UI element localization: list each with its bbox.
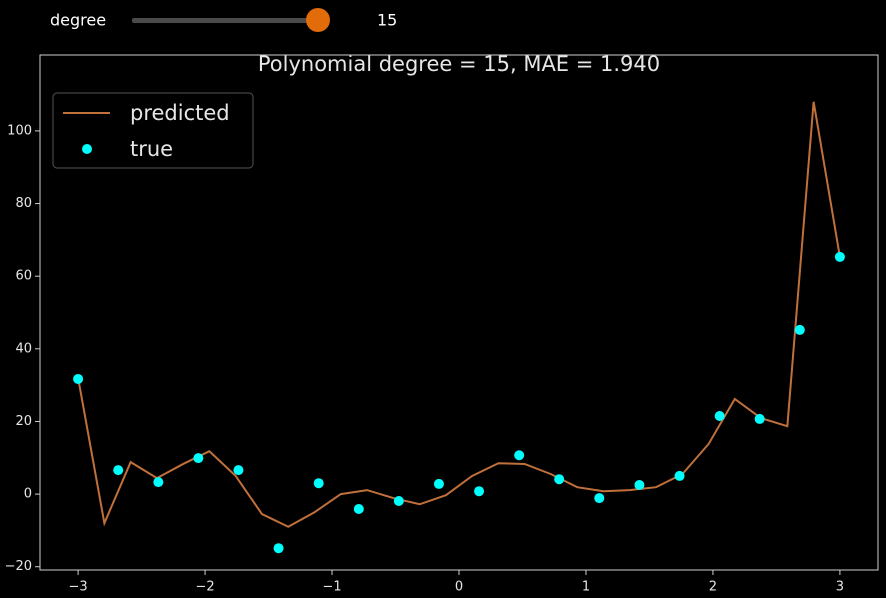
- legend-label: predicted: [130, 101, 230, 125]
- true-point: [834, 251, 845, 262]
- true-point: [674, 470, 685, 481]
- y-tick-label: 20: [15, 414, 32, 429]
- slider-track[interactable]: [132, 18, 318, 23]
- true-point: [794, 324, 805, 335]
- x-tick-label: 3: [836, 580, 844, 595]
- legend-label: true: [130, 137, 173, 161]
- y-tick-label: 60: [15, 269, 32, 284]
- x-tick-label: −2: [195, 580, 214, 595]
- x-tick-label: 1: [582, 580, 590, 595]
- true-point: [433, 478, 444, 489]
- true-point: [153, 477, 164, 488]
- predicted-line: [77, 101, 841, 528]
- true-point: [714, 411, 725, 422]
- true-point: [73, 373, 84, 384]
- true-point: [634, 480, 645, 491]
- legend-box: [52, 92, 254, 169]
- slider-value: 15: [377, 11, 397, 30]
- true-point: [313, 478, 324, 489]
- legend-marker: [82, 144, 92, 154]
- y-tick-label: 0: [24, 487, 32, 502]
- y-tick-label: 80: [15, 196, 32, 211]
- y-tick-label: 40: [15, 341, 32, 356]
- true-point: [594, 493, 605, 504]
- true-point: [514, 450, 525, 461]
- x-tick-label: 2: [709, 580, 717, 595]
- slider-label: degree: [50, 11, 106, 30]
- x-tick-label: 0: [455, 580, 463, 595]
- true-point: [474, 486, 485, 497]
- y-tick-label: 100: [7, 123, 32, 138]
- y-tick-label: −20: [5, 559, 32, 574]
- true-point: [273, 543, 284, 554]
- slider-handle[interactable]: [306, 8, 330, 32]
- true-point: [353, 503, 364, 514]
- x-tick-label: −3: [69, 580, 88, 595]
- true-point: [233, 465, 244, 476]
- true-point: [393, 495, 404, 506]
- true-point: [193, 453, 204, 464]
- true-point: [754, 413, 765, 424]
- true-point: [113, 465, 124, 476]
- x-tick-label: −1: [322, 580, 341, 595]
- true-point: [554, 474, 565, 485]
- chart-title: Polynomial degree = 15, MAE = 1.940: [258, 52, 660, 76]
